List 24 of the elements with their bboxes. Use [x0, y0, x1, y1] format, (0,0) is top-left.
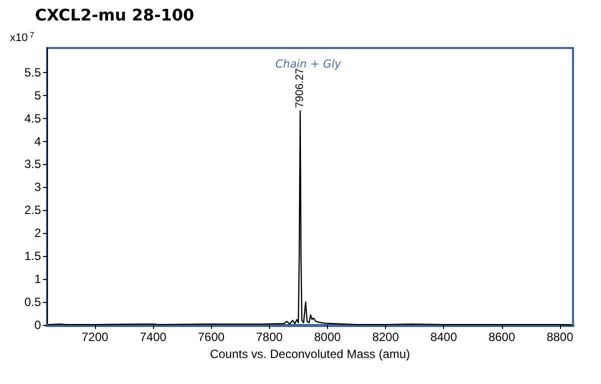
- y-tick-label: 4.5: [24, 111, 42, 126]
- x-tick-label: 8400: [430, 330, 458, 344]
- y-tick-label: 1: [34, 272, 42, 286]
- x-tick-label: 8600: [488, 330, 516, 344]
- y-tick-label: 3: [34, 180, 42, 194]
- y-tick-label: 4: [34, 134, 42, 148]
- y-tick-label: 0: [34, 318, 42, 332]
- y-tick-label: 5: [34, 88, 42, 102]
- x-tick-label: 8000: [314, 330, 342, 344]
- x-tick-label: 7800: [256, 330, 283, 344]
- x-tick-label: 8200: [372, 330, 400, 344]
- x-tick-label: 7600: [198, 330, 225, 344]
- annotation: 7906.27: [294, 68, 306, 108]
- y-tick-label: 1.5: [24, 249, 42, 264]
- chart-title: CXCL2-mu 28-100: [35, 6, 194, 24]
- y-tick-label: 3.5: [24, 157, 42, 172]
- y-tick-label: 0.5: [24, 295, 42, 310]
- x-tick-label: 7400: [140, 330, 167, 344]
- x-axis-title: Counts vs. Deconvoluted Mass (amu): [210, 346, 410, 361]
- x-tick-label: 7200: [82, 330, 109, 344]
- x-tick-label: 8800: [546, 330, 574, 344]
- y-tick-label: 5.5: [24, 65, 42, 80]
- y-tick-label: 2: [34, 226, 42, 240]
- y-tick-label: 2.5: [24, 203, 42, 218]
